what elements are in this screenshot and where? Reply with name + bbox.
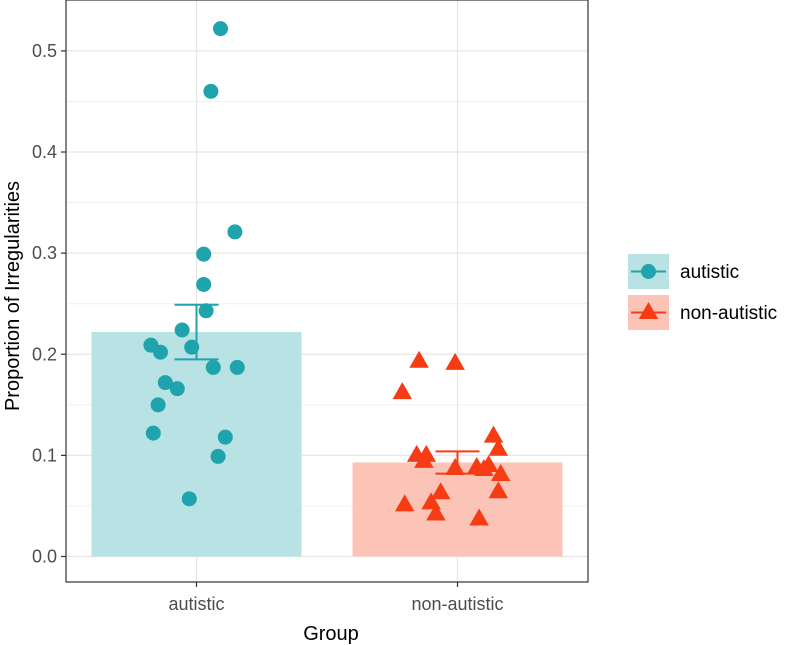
data-point-autistic [145, 425, 161, 441]
data-point-autistic [150, 397, 166, 413]
data-point-autistic [210, 448, 226, 464]
data-point-non-autistic [392, 382, 413, 400]
data-point-non-autistic [469, 508, 489, 526]
data-point-non-autistic [445, 352, 465, 370]
legend-key-marker [638, 301, 659, 319]
y-tick-label: 0.5 [32, 41, 57, 61]
data-point-autistic [169, 381, 185, 397]
data-point-non-autistic [488, 481, 509, 499]
y-axis: 0.0 0.1 0.2 0.3 0.4 0.5 [32, 41, 66, 567]
legend-item-non-autistic: non-autistic [628, 295, 777, 330]
data-point-autistic [205, 359, 221, 375]
legend-item-autistic: autistic [628, 254, 739, 289]
data-point-autistic [174, 322, 190, 338]
legend-key-marker [641, 264, 656, 279]
data-point-autistic [229, 359, 245, 375]
legend-label: non-autistic [680, 303, 777, 324]
y-tick-label: 0.0 [32, 547, 57, 567]
data-point-autistic [181, 491, 197, 507]
data-point-non-autistic [490, 464, 511, 482]
bar-autistic [91, 332, 302, 557]
y-tick-label: 0.3 [32, 243, 57, 263]
y-tick-label: 0.2 [32, 344, 57, 364]
legend: autistic non-autistic [628, 254, 777, 330]
bars [91, 332, 563, 557]
data-point-autistic [227, 224, 243, 240]
x-tick-label: autistic [168, 594, 224, 614]
data-point-non-autistic [409, 350, 429, 368]
data-point-autistic [213, 21, 228, 37]
y-axis-title: Proportion of Irregularities [2, 181, 24, 411]
data-point-autistic [157, 375, 173, 391]
data-points [143, 21, 511, 526]
panel-border [65, 0, 589, 583]
data-point-non-autistic [488, 438, 509, 456]
x-axis: autistic non-autistic [168, 582, 504, 614]
data-point-non-autistic [445, 457, 465, 475]
data-point-non-autistic [426, 503, 446, 521]
data-point-autistic [198, 303, 214, 319]
data-point-autistic [184, 339, 200, 355]
legend-label: autistic [680, 262, 739, 283]
x-tick-label: non-autistic [411, 594, 503, 614]
data-point-autistic [203, 83, 219, 99]
x-axis-title: Group [303, 623, 359, 645]
bar-non-autistic [352, 462, 563, 557]
data-point-autistic [196, 246, 212, 262]
data-point-autistic [217, 429, 233, 445]
data-point-autistic [153, 344, 168, 360]
y-tick-label: 0.4 [32, 142, 57, 162]
plot-panel [65, 0, 589, 583]
y-tick-label: 0.1 [32, 445, 57, 465]
data-point-non-autistic [474, 458, 494, 476]
data-point-non-autistic [430, 482, 451, 500]
data-point-autistic [196, 276, 212, 292]
data-point-non-autistic [483, 425, 504, 443]
data-point-non-autistic [394, 494, 415, 512]
data-point-non-autistic [414, 450, 434, 468]
